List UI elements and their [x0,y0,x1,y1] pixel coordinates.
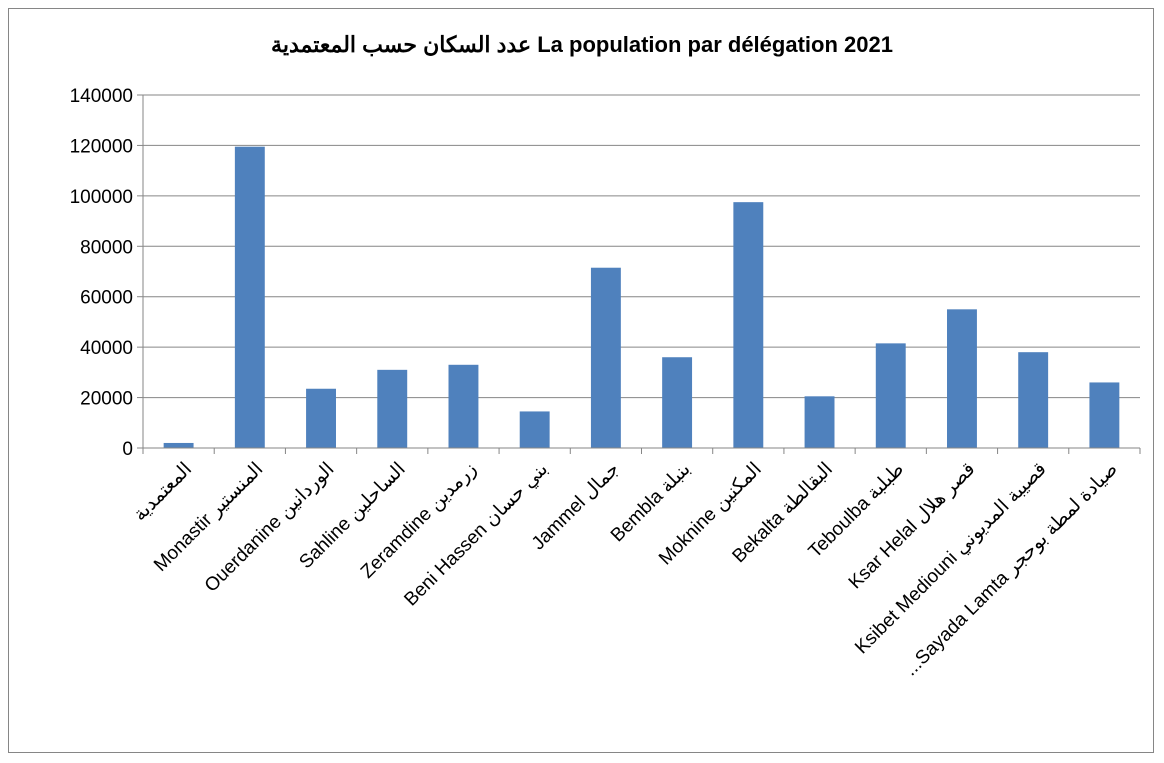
bar [662,357,693,448]
bar [733,202,764,448]
bar [306,388,336,448]
bar [448,364,479,448]
x-category-label: Beni Hassen بني حسان [400,459,552,611]
bar [590,267,621,448]
x-category-label: Ksar Helal قصر هلال [845,459,980,594]
y-tick-label: 140000 [70,86,133,107]
bar [1089,382,1120,448]
bars [163,146,1120,449]
y-tick-label: 40000 [80,338,133,359]
gridlines [143,94,1140,399]
chart-title: عدد السكان حسب المعتمدية La population p… [271,32,893,57]
x-category-label: Ouerdanine الوردانين [201,459,339,597]
axes [142,95,1141,454]
bar [875,343,906,448]
bar [163,442,194,448]
y-tick-label: 120000 [70,136,133,157]
bar [519,411,550,448]
bar [804,396,835,448]
bar [1018,352,1049,448]
bar [234,146,265,449]
y-tick-label: 20000 [80,389,133,410]
y-tick-label: 80000 [80,237,133,258]
y-tick-label: 100000 [70,187,133,208]
bar [947,309,977,448]
y-axis-ticks: 0 20000 40000 60000 80000 100000 120000 140000 [70,86,143,460]
x-category-label: المعتمدية [129,459,196,526]
y-tick-label: 0 [122,439,133,460]
bar [377,369,408,448]
y-tick-label: 60000 [80,288,133,309]
